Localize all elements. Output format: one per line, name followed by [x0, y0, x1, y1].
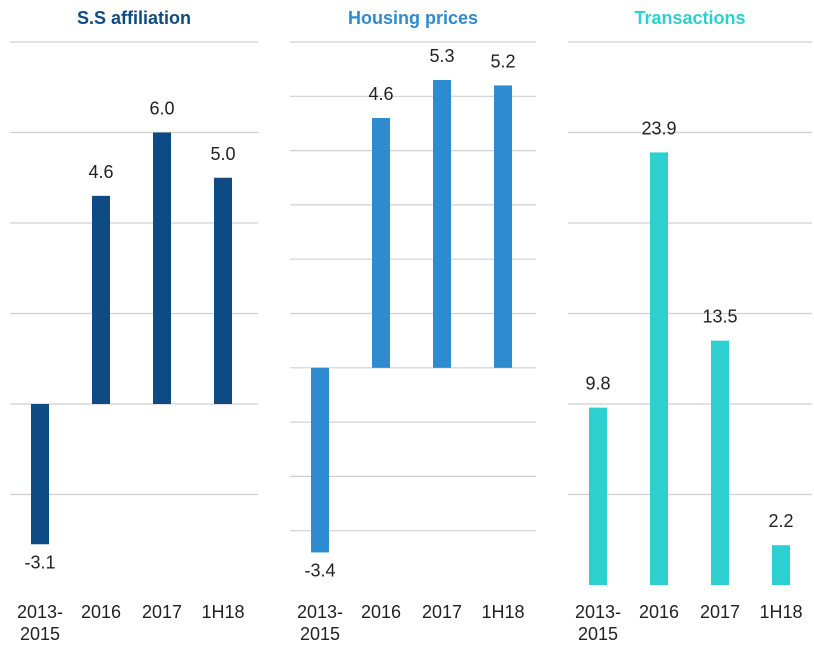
tick-line: 2013-: [575, 602, 621, 622]
x-tick-label: 2016: [639, 602, 679, 622]
tick-line: 2015: [578, 624, 618, 644]
x-tick-label: 1H18: [481, 602, 524, 622]
bar: [650, 152, 668, 585]
chart-title: S.S affiliation: [77, 8, 191, 28]
data-label: 4.6: [88, 162, 113, 182]
data-label: 13.5: [702, 307, 737, 327]
bar: [711, 340, 729, 585]
chart-title: Housing prices: [348, 8, 478, 28]
chart-title: Transactions: [634, 8, 745, 28]
x-tick-label: 2017: [422, 602, 462, 622]
bar: [311, 367, 329, 553]
bar: [772, 545, 790, 585]
bar: [214, 177, 232, 404]
bar: [433, 80, 451, 368]
x-tick-label: 1H18: [759, 602, 802, 622]
tick-line: 2013-: [17, 602, 63, 622]
bar: [372, 118, 390, 368]
data-label: 5.2: [490, 51, 515, 71]
data-label: 9.8: [585, 374, 610, 394]
bar: [494, 85, 512, 368]
x-tick-label: 2016: [361, 602, 401, 622]
data-label: 23.9: [641, 118, 676, 138]
bar: [589, 407, 607, 585]
tick-line: 2013-: [297, 602, 343, 622]
x-tick-label: 2013-2015: [297, 602, 343, 644]
tick-line: 2015: [20, 624, 60, 644]
tick-line: 2015: [300, 624, 340, 644]
data-label: 5.0: [210, 144, 235, 164]
bar: [92, 195, 110, 404]
x-tick-label: 2017: [142, 602, 182, 622]
data-label: 6.0: [149, 99, 174, 119]
x-tick-label: 2013-2015: [575, 602, 621, 644]
x-tick-label: 1H18: [201, 602, 244, 622]
bar: [153, 132, 171, 404]
bar: [31, 404, 49, 545]
data-label: -3.4: [304, 560, 335, 580]
data-label: -3.1: [24, 552, 55, 572]
data-label: 4.6: [368, 84, 393, 104]
data-label: 5.3: [429, 46, 454, 66]
x-tick-label: 2016: [81, 602, 121, 622]
data-label: 2.2: [768, 511, 793, 531]
x-tick-label: 2017: [700, 602, 740, 622]
x-tick-label: 2013-2015: [17, 602, 63, 644]
